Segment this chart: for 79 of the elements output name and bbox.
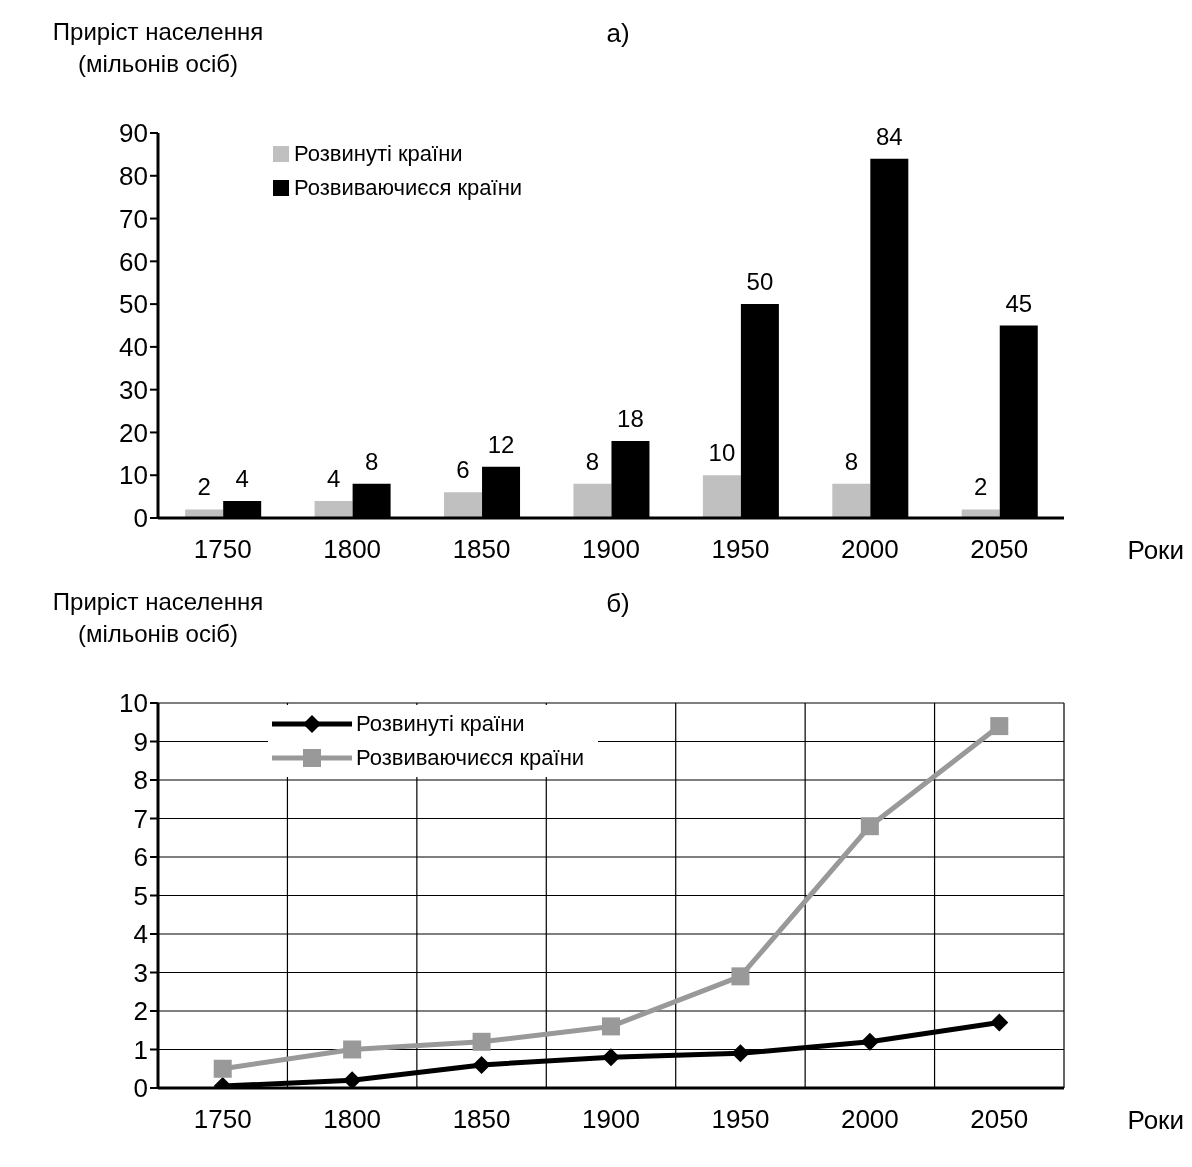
x-tick-label: 1850	[452, 534, 511, 565]
y-tick-label: 40	[119, 332, 148, 363]
point	[472, 1055, 491, 1074]
chart-title: а)	[605, 18, 631, 49]
x-tick-label: 1800	[323, 1104, 382, 1135]
data-label: 8	[585, 447, 600, 475]
data-label: 2	[974, 473, 988, 501]
y-tick-label: 90	[119, 118, 148, 149]
point	[472, 1032, 491, 1051]
bar	[314, 500, 353, 518]
point	[602, 1017, 620, 1036]
x-tick-label: 2000	[840, 1104, 899, 1135]
bar	[702, 475, 741, 518]
legend-label: Розвиваючиєся країни	[356, 744, 585, 772]
x-tick-label: 2000	[840, 534, 899, 565]
y-tick-label: 50	[119, 289, 148, 320]
data-label: 18	[617, 405, 644, 432]
x-tick-label: 2050	[970, 1104, 1029, 1135]
x-tick-label: 1950	[711, 1104, 770, 1135]
x-tick-label: 2050	[970, 534, 1029, 565]
point	[602, 1048, 620, 1067]
x-tick-label: 1750	[193, 1104, 252, 1135]
data-label: 4	[235, 464, 249, 492]
y-tick-label: 5	[133, 880, 148, 911]
data-label: 45	[1005, 289, 1033, 317]
y-tick-label: 60	[119, 246, 148, 277]
y-tick-label: 6	[133, 842, 148, 873]
point	[860, 817, 879, 836]
bar	[185, 509, 224, 518]
y-tick-label: 3	[133, 957, 148, 988]
bar	[961, 509, 1000, 518]
y-axis-title: Приріст населення (мільонів осіб)	[51, 587, 265, 649]
point	[343, 1071, 362, 1088]
legend-label: Розвинуті країни	[294, 140, 463, 168]
y-tick-label: 80	[119, 161, 148, 192]
point	[213, 1059, 232, 1078]
data-label: 8	[364, 447, 379, 475]
y-tick-label: 30	[119, 374, 148, 405]
x-tick-label: 1850	[452, 1104, 511, 1135]
point	[860, 1032, 879, 1051]
y-tick-label: 4	[133, 919, 148, 950]
y-tick-label: 8	[133, 765, 148, 796]
x-tick-label: 1950	[711, 534, 770, 565]
bar	[444, 492, 483, 518]
x-axis-title: Роки	[1127, 535, 1184, 566]
y-tick-label: 10	[119, 460, 148, 491]
legend-label: Розвиваючиєся країни	[294, 174, 523, 202]
x-tick-label: 1750	[193, 534, 252, 565]
y-tick-label: 0	[133, 1073, 148, 1104]
y-tick-label: 10	[119, 688, 148, 719]
data-label: 10	[708, 439, 736, 467]
y-tick-label: 70	[119, 203, 148, 234]
x-tick-label: 1800	[323, 534, 382, 565]
point	[731, 967, 750, 986]
y-tick-label: 9	[133, 726, 148, 757]
x-tick-label: 1900	[582, 1104, 640, 1135]
data-label: 8	[844, 447, 858, 475]
chart-title: б)	[605, 588, 631, 619]
point	[343, 1040, 362, 1059]
data-label: 4	[326, 464, 341, 492]
legend-label: Розвинуті країни	[356, 710, 525, 738]
y-tick-label: 0	[133, 503, 148, 534]
point	[731, 1044, 750, 1063]
point	[990, 717, 1009, 736]
data-label: 6	[456, 456, 470, 484]
data-label: 12	[487, 430, 515, 458]
bar	[573, 483, 612, 518]
y-tick-label: 1	[133, 1034, 148, 1065]
data-label: 84	[875, 122, 903, 150]
y-tick-label: 20	[119, 417, 148, 448]
data-label: 50	[746, 268, 774, 296]
y-tick-label: 7	[133, 803, 148, 834]
x-axis-title: Роки	[1127, 1105, 1184, 1136]
point	[990, 1013, 1009, 1032]
y-tick-label: 2	[133, 996, 148, 1027]
bar	[832, 483, 871, 518]
data-label: 2	[197, 473, 211, 501]
x-tick-label: 1900	[582, 534, 640, 565]
y-axis-title: Приріст населення (мільонів осіб)	[51, 17, 265, 79]
